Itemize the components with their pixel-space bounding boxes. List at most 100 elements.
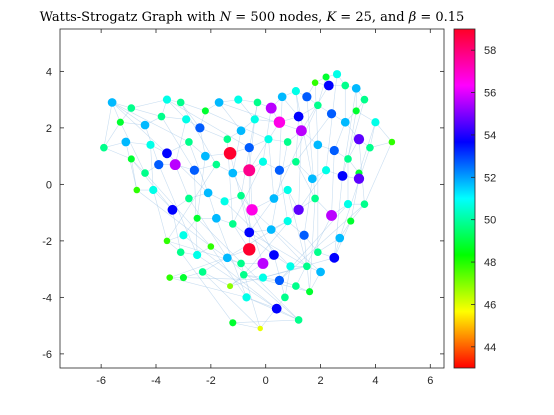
graph-edge: [298, 170, 327, 210]
graph-edge: [180, 251, 234, 323]
graph-node: [220, 197, 229, 206]
graph-node: [265, 102, 277, 114]
graph-node: [214, 98, 224, 107]
graph-node: [222, 253, 232, 263]
graph-edge: [364, 141, 393, 205]
graph-edge: [248, 147, 253, 210]
graph-edge: [111, 102, 190, 143]
graph-node: [211, 213, 221, 223]
graph-edge: [232, 161, 264, 225]
x-tick-label: -6: [96, 375, 106, 387]
graph-node: [307, 174, 317, 184]
graph-node: [347, 217, 355, 225]
graph-nodes: [100, 70, 396, 332]
graph-node: [146, 140, 155, 149]
graph-node: [237, 259, 245, 268]
graph-node: [292, 157, 300, 166]
graph-node: [266, 225, 276, 234]
graph-node: [273, 116, 286, 128]
graph-edge: [125, 141, 138, 191]
graph-edge: [224, 201, 291, 267]
graph-node: [116, 118, 124, 126]
graph-edge: [347, 110, 357, 160]
graph-edge: [232, 130, 242, 174]
graph-node: [299, 230, 309, 240]
graph-edge: [166, 99, 250, 148]
colorbar-axis: 44 46 48 50 52 54 56 58: [471, 45, 496, 354]
graph-node: [337, 171, 348, 181]
graph-edge: [295, 116, 299, 162]
y-tick-label: 0: [46, 179, 52, 191]
graph-node: [162, 148, 172, 159]
chart-title: Watts-Strogatz Graph with N = 500 nodes,…: [40, 10, 465, 25]
graph-edge: [174, 164, 190, 199]
graph-node: [169, 159, 181, 171]
graph-node: [316, 267, 325, 277]
colorbar-tick-label: 56: [484, 88, 496, 100]
graph-node: [246, 204, 258, 216]
graph-node: [321, 166, 331, 175]
graph-node: [243, 164, 256, 177]
graph-edge: [249, 122, 280, 171]
graph-node: [344, 155, 352, 163]
graph-edge: [161, 116, 187, 120]
graph-edge: [166, 99, 187, 120]
graph-node: [195, 123, 205, 133]
graph-edge: [103, 122, 121, 148]
graph-node: [149, 185, 158, 195]
graph-edge: [180, 102, 206, 112]
graph-node: [332, 70, 342, 79]
graph-edge: [103, 102, 113, 148]
graph-edge: [199, 127, 228, 140]
graph-edge: [279, 170, 288, 222]
graph-edge: [333, 175, 343, 258]
graph-node: [352, 107, 360, 115]
y-tick-label: -6: [42, 349, 52, 361]
graph-edge: [196, 254, 277, 309]
graph-node: [157, 112, 166, 121]
graph-node: [179, 231, 188, 240]
graph-node: [335, 233, 345, 243]
graph-edge: [111, 102, 168, 154]
x-axis: -6 -4 -2 0 2 4 6: [96, 29, 433, 387]
graph-node: [198, 268, 207, 276]
graph-node: [258, 273, 268, 282]
graph-edge: [131, 99, 168, 109]
graph-node: [154, 159, 164, 170]
graph-edge: [172, 209, 181, 253]
graph-edge: [295, 215, 332, 287]
graph-edge: [301, 85, 330, 131]
graph-node: [326, 210, 337, 221]
graph-node: [243, 243, 256, 256]
graph-node: [201, 107, 209, 115]
graph-edge: [205, 110, 269, 140]
graph-node: [353, 134, 365, 145]
graph-edge: [188, 198, 228, 258]
graph-edge: [259, 297, 286, 329]
colorbar-tick-label: 48: [484, 257, 496, 269]
graph-edge: [196, 156, 206, 219]
graph-node: [294, 316, 303, 324]
graph-node: [140, 120, 150, 130]
graph-node: [228, 220, 237, 228]
graph-edge: [131, 107, 162, 117]
graph-node: [223, 135, 232, 143]
graph-node: [306, 288, 314, 296]
graph-edge: [317, 76, 327, 106]
graph-node: [239, 270, 248, 279]
graph-node: [162, 95, 172, 104]
graph-node: [293, 204, 304, 215]
graph-node: [311, 194, 319, 203]
graph-node: [227, 283, 234, 290]
graph-node: [283, 138, 292, 146]
graph-node: [292, 282, 300, 290]
graph-node: [179, 274, 187, 282]
graph-edge: [334, 122, 346, 151]
graph-node: [343, 200, 353, 209]
graph-edge: [375, 122, 393, 143]
graph-node: [212, 160, 221, 169]
graph-edge: [325, 74, 338, 171]
graph-edge: [232, 322, 261, 329]
colorbar-tick-label: 54: [484, 130, 496, 142]
